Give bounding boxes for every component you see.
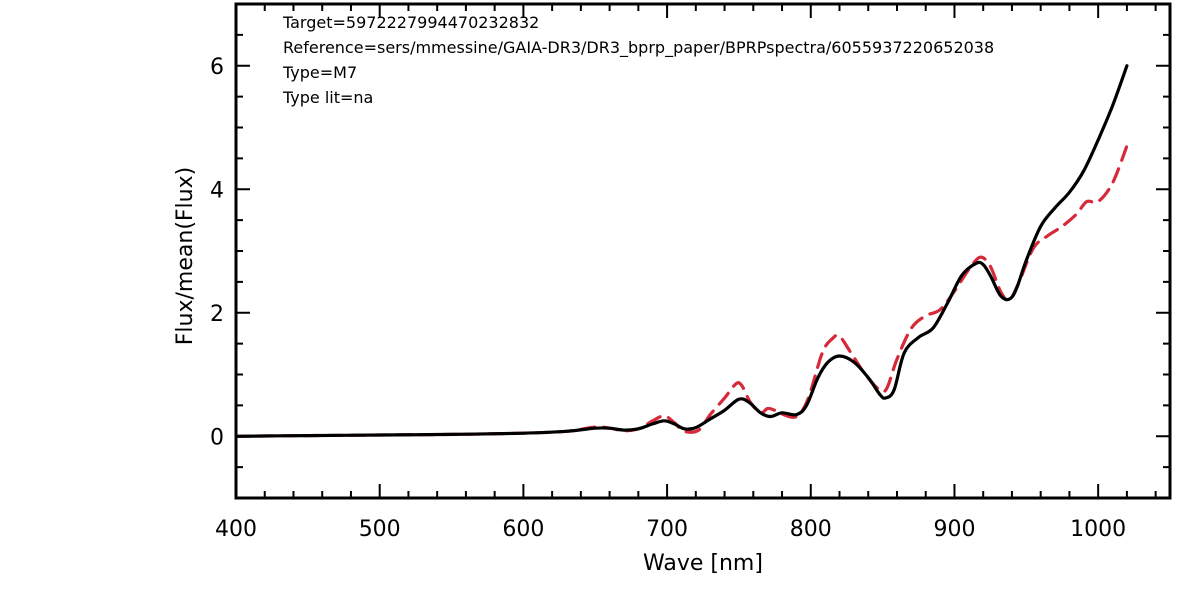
annotation-reference: Reference=sers/mmessine/GAIA-DR3/DR3_bpr… xyxy=(283,38,994,58)
y-tick-label: 4 xyxy=(210,178,224,203)
target-spectrum-line xyxy=(236,64,1129,438)
annotation-target: Target=5972227994470232832 xyxy=(282,13,539,32)
reference-spectrum-line xyxy=(236,144,1129,438)
tick-labels: 400 500 600 700 800 900 1000 0 2 4 6 xyxy=(210,55,1126,542)
y-tick-label: 2 xyxy=(210,302,224,327)
annotation-type-lit: Type lit=na xyxy=(282,88,373,107)
axis-ticks xyxy=(235,3,1170,499)
x-tick-label: 900 xyxy=(933,517,975,542)
annotation-type: Type=M7 xyxy=(282,63,357,82)
y-tick-label: 0 xyxy=(210,425,224,450)
x-tick-label: 400 xyxy=(215,517,257,542)
x-tick-label: 600 xyxy=(502,517,544,542)
x-tick-label: 1000 xyxy=(1070,517,1126,542)
y-tick-label: 6 xyxy=(210,55,224,80)
y-axis-title: Flux/mean(Flux) xyxy=(173,167,198,345)
x-tick-label: 800 xyxy=(790,517,832,542)
x-axis-title: Wave [nm] xyxy=(643,551,763,576)
x-tick-label: 700 xyxy=(646,517,688,542)
series-layer xyxy=(236,64,1129,438)
x-tick-label: 500 xyxy=(359,517,401,542)
plot-frame xyxy=(234,2,1172,500)
